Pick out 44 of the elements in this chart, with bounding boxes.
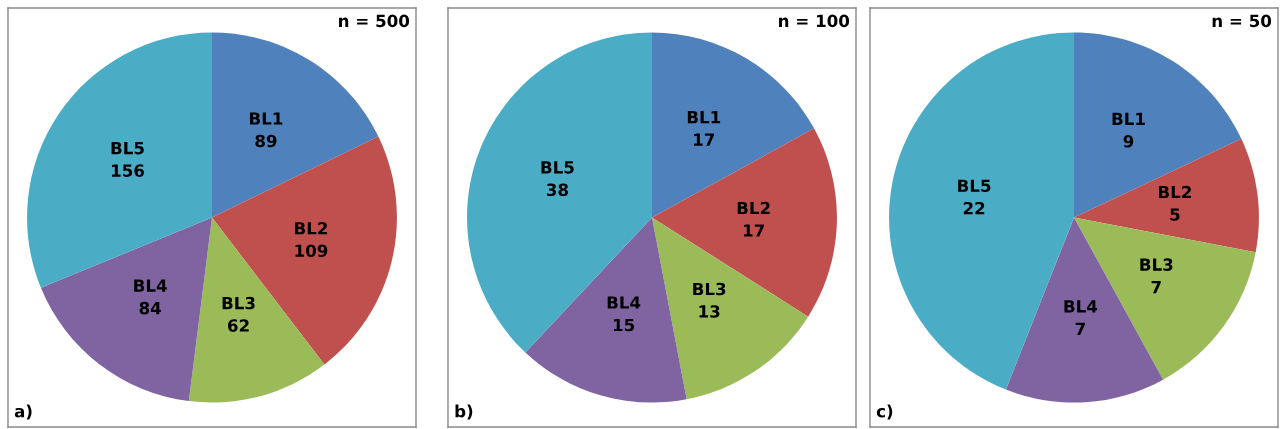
slice-label: BL4 <box>134 279 167 292</box>
slice-label: BL3 <box>693 282 726 296</box>
slice-label: BL1 <box>1112 112 1145 125</box>
text: c) <box>876 404 893 420</box>
slice-label: BL2 <box>1158 185 1191 199</box>
pie-slice <box>525 217 687 403</box>
slice-label: BL1 <box>250 112 283 125</box>
slice-label: BL3 <box>222 296 255 310</box>
data-label: 89 <box>255 134 277 148</box>
data-label: 22 <box>963 201 985 215</box>
data-label: 7 <box>1151 281 1161 294</box>
slice-label: BL1 <box>687 111 721 124</box>
slice-label: BL4 <box>1064 300 1098 313</box>
pie-slice <box>40 217 212 402</box>
text: a) <box>14 404 32 420</box>
data-label: 156 <box>112 164 145 177</box>
data-label: 9 <box>1123 135 1134 148</box>
data-label: 17 <box>694 133 715 146</box>
pie-slice <box>212 136 397 365</box>
text: b) <box>455 404 473 420</box>
data-label: 62 <box>227 319 249 332</box>
data-label: 5 <box>1170 208 1180 221</box>
data-label: 109 <box>295 244 328 258</box>
text: n = 50 <box>1212 14 1272 28</box>
slice-label: BL5 <box>958 179 991 193</box>
slice-label: BL5 <box>111 142 144 155</box>
slice-label: BL2 <box>295 221 327 235</box>
pie-slice <box>652 32 815 218</box>
pie-slice <box>652 128 837 317</box>
slice-label: BL3 <box>1140 258 1173 271</box>
pie-slice <box>212 32 379 218</box>
data-label: 13 <box>699 305 720 318</box>
slice-label: BL5 <box>541 161 574 174</box>
data-label: 15 <box>613 318 635 332</box>
pie-slice <box>467 32 652 353</box>
text: n = 100 <box>779 14 850 28</box>
text: n = 500 <box>339 14 410 28</box>
slice-label: BL2 <box>737 201 770 215</box>
slice-label: BL4 <box>607 296 641 309</box>
data-label: 7 <box>1075 322 1085 335</box>
data-label: 17 <box>743 224 764 237</box>
data-label: 38 <box>546 183 568 197</box>
pie-slice <box>652 217 809 400</box>
data-label: 84 <box>139 301 161 315</box>
